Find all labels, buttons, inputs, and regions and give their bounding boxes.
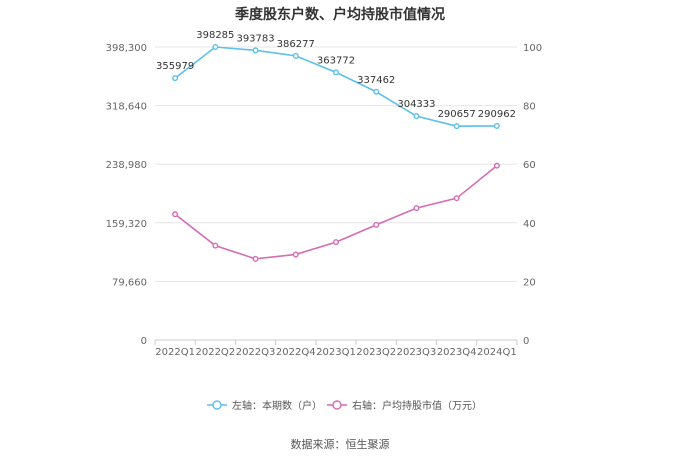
x-tick-label: 2023Q2 bbox=[356, 347, 396, 358]
holders-point bbox=[413, 113, 420, 120]
data-label: 398285 bbox=[196, 30, 234, 41]
holders-point bbox=[453, 123, 460, 130]
data-label: 363772 bbox=[317, 55, 355, 66]
legend-marker bbox=[332, 400, 342, 410]
avg-value-point bbox=[413, 205, 420, 212]
avg-value-point bbox=[453, 195, 460, 202]
x-tick-label: 2022Q3 bbox=[236, 347, 276, 358]
data-label: 355979 bbox=[156, 61, 194, 72]
left-tick-label: 318,640 bbox=[106, 102, 147, 113]
avg-value-point bbox=[333, 239, 340, 246]
legend-marker bbox=[212, 400, 222, 410]
data-label: 290657 bbox=[438, 109, 476, 120]
avg-value-point bbox=[172, 211, 179, 218]
x-tick-label: 2023Q4 bbox=[437, 347, 477, 358]
right-tick-label: 80 bbox=[523, 102, 536, 113]
left-tick-label: 79,660 bbox=[112, 277, 147, 288]
right-tick-label: 20 bbox=[523, 277, 536, 288]
left-tick-label: 238,980 bbox=[106, 160, 147, 171]
holders-point bbox=[172, 75, 179, 82]
x-tick-label: 2022Q4 bbox=[276, 347, 316, 358]
holders-point bbox=[333, 69, 340, 76]
legend-label: 左轴：本期数（户） bbox=[232, 399, 322, 412]
left-tick-label: 0 bbox=[141, 336, 147, 347]
avg-value-point bbox=[252, 255, 259, 262]
data-label: 290962 bbox=[478, 109, 516, 120]
avg-value-point bbox=[292, 251, 299, 258]
holders-point bbox=[292, 52, 299, 59]
x-tick-label: 2024Q1 bbox=[477, 347, 517, 358]
right-tick-label: 40 bbox=[523, 219, 536, 230]
avg-value-point bbox=[493, 162, 500, 169]
holders-point bbox=[373, 88, 380, 95]
data-source: 数据来源：恒生聚源 bbox=[290, 438, 390, 451]
left-tick-label: 159,320 bbox=[106, 219, 147, 230]
avg-value-point bbox=[373, 221, 380, 228]
right-tick-label: 0 bbox=[523, 336, 529, 347]
chart-title: 季度股东户数、户均持股市值情况 bbox=[235, 7, 445, 23]
data-label: 393783 bbox=[236, 33, 274, 44]
x-tick-label: 2022Q2 bbox=[195, 347, 235, 358]
holders-point bbox=[252, 47, 259, 54]
x-tick-label: 2023Q1 bbox=[316, 347, 356, 358]
data-label: 304333 bbox=[397, 99, 435, 110]
data-label: 337462 bbox=[357, 75, 395, 86]
left-tick-label: 398,300 bbox=[106, 43, 147, 54]
right-tick-label: 100 bbox=[523, 43, 542, 54]
right-tick-label: 60 bbox=[523, 160, 536, 171]
x-tick-label: 2023Q3 bbox=[397, 347, 437, 358]
avg-value-point bbox=[212, 242, 219, 249]
holders-point bbox=[212, 44, 219, 51]
x-tick-label: 2022Q1 bbox=[155, 347, 195, 358]
data-label: 386277 bbox=[277, 39, 315, 50]
holders-point bbox=[493, 122, 500, 129]
legend-label: 右轴：户均持股市值（万元） bbox=[352, 399, 482, 412]
